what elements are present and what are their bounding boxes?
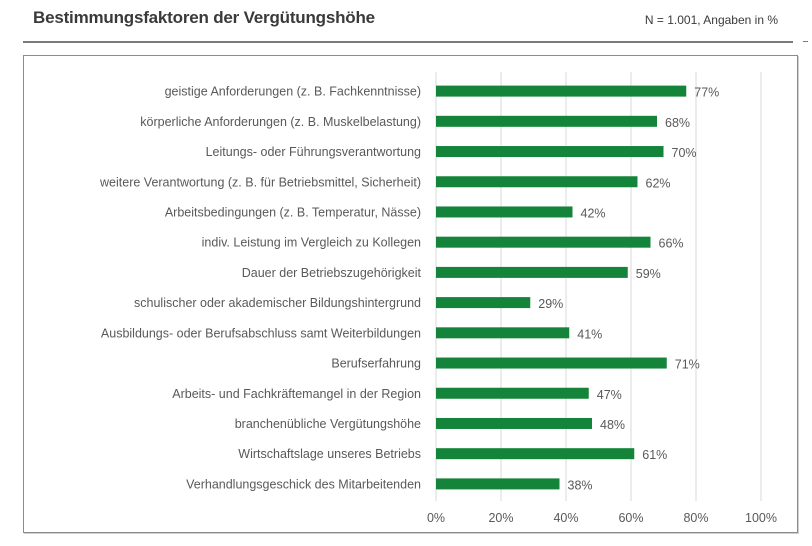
bar <box>436 115 657 127</box>
data-label: 66% <box>659 237 684 251</box>
category-label: geistige Anforderungen (z. B. Fachkenntn… <box>165 85 421 99</box>
bar <box>436 266 628 278</box>
bar <box>436 146 664 158</box>
bar <box>436 387 589 399</box>
bar <box>436 448 635 460</box>
bar <box>436 478 560 490</box>
bar <box>436 327 570 339</box>
bars <box>436 85 687 490</box>
data-label: 62% <box>646 176 671 190</box>
chart-frame <box>23 55 798 533</box>
category-label: indiv. Leistung im Vergleich zu Kollegen <box>202 236 421 250</box>
category-labels: geistige Anforderungen (z. B. Fachkenntn… <box>99 85 421 492</box>
category-label: Verhandlungsgeschick des Mitarbeitenden <box>186 477 421 491</box>
x-tick-label: 80% <box>683 511 708 525</box>
sample-size-note: N = 1.001, Angaben in % <box>644 13 778 27</box>
x-tick-label: 100% <box>745 511 777 525</box>
data-label: 68% <box>665 116 690 130</box>
category-label: Ausbildungs- oder Berufsabschluss samt W… <box>101 326 421 340</box>
category-label: Leitungs- oder Führungsverantwortung <box>206 145 421 159</box>
data-label: 77% <box>694 86 719 100</box>
value-labels: 77% 68% 70% 62% 42% 66% 59% 29% 41% 71% 47% 48% 61% 3… <box>538 86 719 493</box>
category-label: körperliche Anforderungen (z. B. Muskelb… <box>140 115 421 129</box>
data-label: 59% <box>636 267 661 281</box>
data-label: 41% <box>577 327 602 341</box>
category-label: schulischer oder akademischer Bildungshi… <box>134 296 421 310</box>
category-label: Wirtschaftslage unseres Betriebs <box>238 447 421 461</box>
category-label: weitere Verantwortung (z. B. für Betrieb… <box>99 175 421 189</box>
category-label: Berufserfahrung <box>331 357 421 371</box>
data-label: 29% <box>538 297 563 311</box>
data-label: 42% <box>581 206 606 220</box>
header-divider <box>23 41 793 43</box>
x-tick-label: 40% <box>553 511 578 525</box>
bar <box>436 417 592 429</box>
category-label: Arbeitsbedingungen (z. B. Temperatur, Nä… <box>165 205 421 219</box>
x-axis: 0% 20% 40% 60% 80% 100% <box>427 511 777 525</box>
bar <box>436 206 573 218</box>
header-divider-mark <box>803 41 808 42</box>
bar <box>436 176 638 188</box>
data-label: 61% <box>642 448 667 462</box>
category-label: Arbeits- und Fachkräftemangel in der Reg… <box>172 387 421 401</box>
bar <box>436 85 687 97</box>
x-tick-label: 60% <box>618 511 643 525</box>
data-label: 47% <box>597 388 622 402</box>
bar <box>436 236 651 248</box>
category-label: Dauer der Betriebszugehörigkeit <box>242 266 422 280</box>
bar <box>436 297 531 309</box>
data-label: 48% <box>600 418 625 432</box>
bar <box>436 357 667 369</box>
chart-title: Bestimmungsfaktoren der Vergütungshöhe <box>33 8 375 27</box>
x-tick-label: 0% <box>427 511 445 525</box>
data-label: 38% <box>568 478 593 492</box>
data-label: 71% <box>675 358 700 372</box>
gridlines <box>435 72 762 501</box>
x-tick-label: 20% <box>488 511 513 525</box>
category-label: branchenübliche Vergütungshöhe <box>235 417 421 431</box>
data-label: 70% <box>672 146 697 160</box>
